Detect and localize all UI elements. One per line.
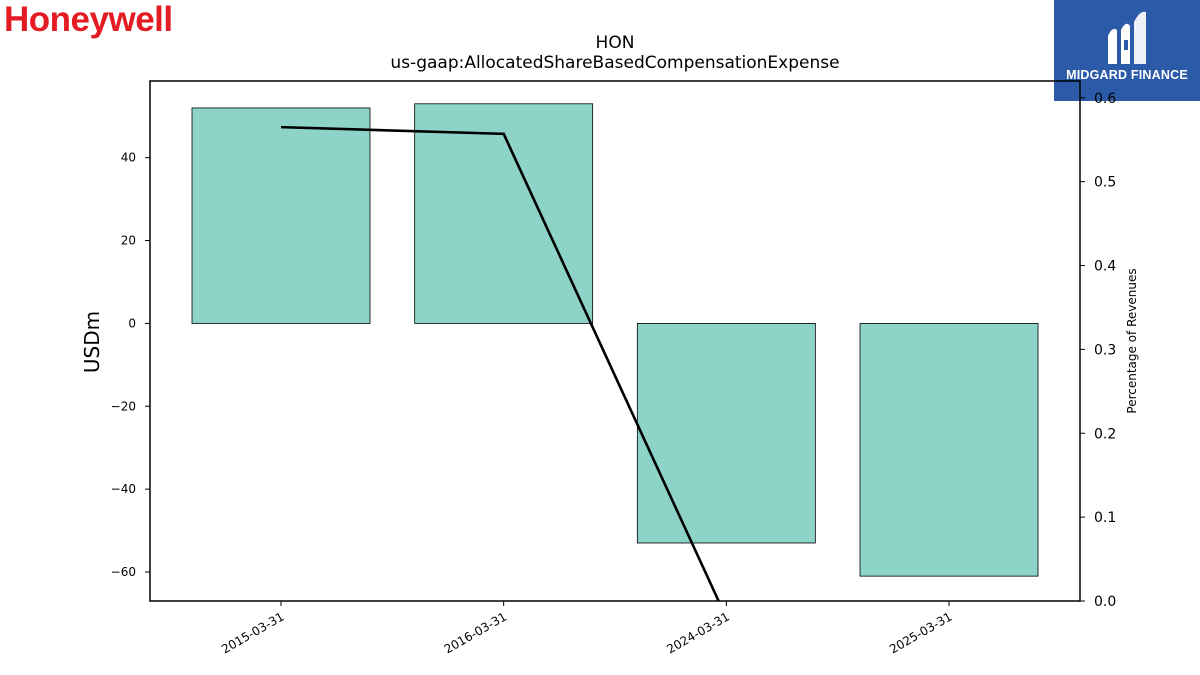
plot-frame (149, 80, 1081, 602)
y2-tick-label: 0.2 (1094, 426, 1116, 442)
y-tick-label: 0 (128, 316, 136, 330)
midgard-finance-badge: MIDGARD FINANCE (1054, 0, 1200, 101)
y-tick-label: −40 (111, 482, 136, 496)
y-tick-label: −20 (111, 399, 136, 413)
x-tick-label: 2024-03-31 (664, 609, 731, 656)
y2-tick-label: 0.0 (1094, 594, 1116, 610)
x-tick-label: 2025-03-31 (887, 609, 954, 656)
badge-label: MIDGARD FINANCE (1066, 68, 1188, 82)
y-tick-label: 20 (121, 234, 136, 248)
bar (191, 107, 371, 324)
y2-axis-label: Percentage of Revenues (1125, 268, 1139, 413)
midgard-m-icon (1108, 11, 1146, 64)
y2-tick-label: 0.5 (1094, 175, 1116, 191)
honeywell-logo: Honeywell (4, 0, 173, 39)
x-tick-label: 2016-03-31 (442, 609, 509, 656)
bar (636, 322, 816, 544)
bar (859, 322, 1039, 577)
y2-tick-label: 0.3 (1094, 342, 1116, 358)
y2-tick-label: 0.6 (1094, 91, 1116, 107)
y2-tick-label: 0.4 (1094, 259, 1116, 275)
y2-tick-label: 0.1 (1094, 510, 1116, 526)
chart-subtitle: us-gaap:AllocatedShareBasedCompensationE… (390, 53, 839, 73)
y-axis-label: USDm (80, 311, 104, 373)
chart-title: HON (596, 33, 635, 53)
y-tick-label: −60 (111, 565, 136, 579)
bar (414, 103, 594, 324)
x-tick-label: 2015-03-31 (219, 609, 286, 656)
y-tick-label: 40 (121, 151, 136, 165)
ratio-line (280, 125, 721, 601)
